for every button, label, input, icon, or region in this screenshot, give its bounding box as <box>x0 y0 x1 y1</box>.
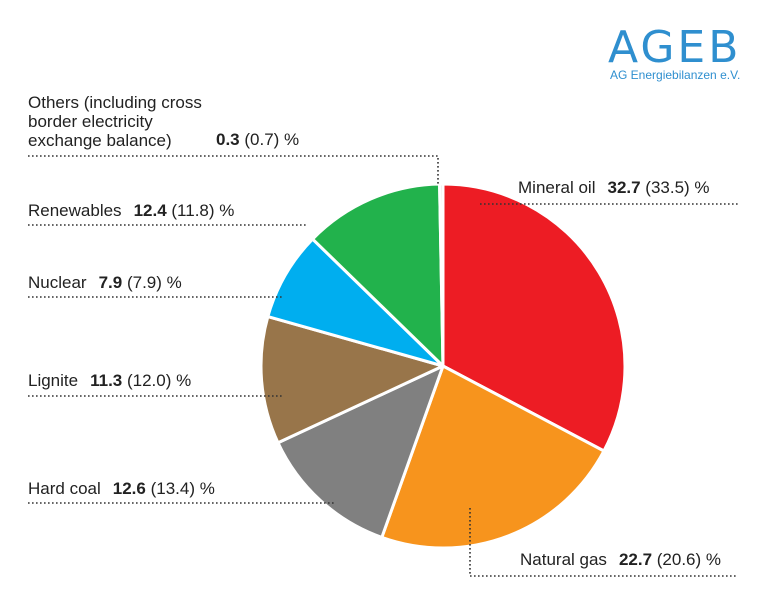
slice-previous-value: (20.6) % <box>652 550 721 569</box>
slice-name: Nuclear <box>28 273 87 292</box>
slice-name: Hard coal <box>28 479 101 498</box>
label-others-line: exchange balance) <box>28 131 172 150</box>
slice-hard-coal <box>276 364 445 539</box>
slice-name: Natural gas <box>520 550 607 569</box>
pie-slices <box>259 182 627 550</box>
slice-name: Mineral oil <box>518 178 595 197</box>
slice-lignite <box>259 315 445 445</box>
label-natural-gas: Natural gas 22.7 (20.6) % <box>520 550 721 569</box>
leader-lines <box>28 155 738 577</box>
slice-nuclear <box>266 237 445 368</box>
label-lignite: Lignite 11.3 (12.0) % <box>28 371 191 390</box>
slice-value: 7.9 <box>99 273 123 292</box>
slice-previous-value: (12.0) % <box>122 371 191 390</box>
leader-line-others <box>28 155 439 186</box>
label-nuclear: Nuclear 7.9 (7.9) % <box>28 273 182 292</box>
slice-name: Renewables <box>28 201 122 220</box>
label-others-line: Others (including cross <box>28 93 202 112</box>
slice-renewables <box>311 182 445 368</box>
leader-line-natural-gas <box>469 508 738 577</box>
label-others-value: 0.3 (0.7) % <box>216 130 299 149</box>
slice-name: Lignite <box>28 371 78 390</box>
label-mineral-oil: Mineral oil 32.7 (33.5) % <box>518 178 710 197</box>
ageb-logo: AGEB AG Energiebilanzen e.V. <box>608 22 741 82</box>
slice-previous-value: (13.4) % <box>146 479 215 498</box>
label-others-line: border electricity <box>28 112 153 131</box>
slice-others <box>438 182 445 368</box>
slice-value: 32.7 <box>607 178 640 197</box>
slice-labels: Mineral oil 32.7 (33.5) % Natural gas 22.7 … <box>28 93 721 569</box>
slice-previous-value: (33.5) % <box>641 178 710 197</box>
slice-value: 12.6 <box>113 479 146 498</box>
slice-value: 12.4 <box>134 201 168 220</box>
logo-subtitle: AG Energiebilanzen e.V. <box>610 68 740 82</box>
slice-previous-value: (11.8) % <box>167 201 235 220</box>
slice-previous-value: (7.9) % <box>122 273 182 292</box>
slice-value: 0.3 <box>216 130 240 149</box>
label-renewables: Renewables 12.4 (11.8) % <box>28 201 234 220</box>
label-hard-coal: Hard coal 12.6 (13.4) % <box>28 479 215 498</box>
slice-value: 11.3 <box>90 371 122 390</box>
slice-previous-value: (0.7) % <box>240 130 300 149</box>
slice-mineral-oil <box>441 182 627 453</box>
slice-natural-gas <box>380 364 606 550</box>
logo-name: AGEB <box>608 22 741 73</box>
slice-value: 22.7 <box>619 550 652 569</box>
